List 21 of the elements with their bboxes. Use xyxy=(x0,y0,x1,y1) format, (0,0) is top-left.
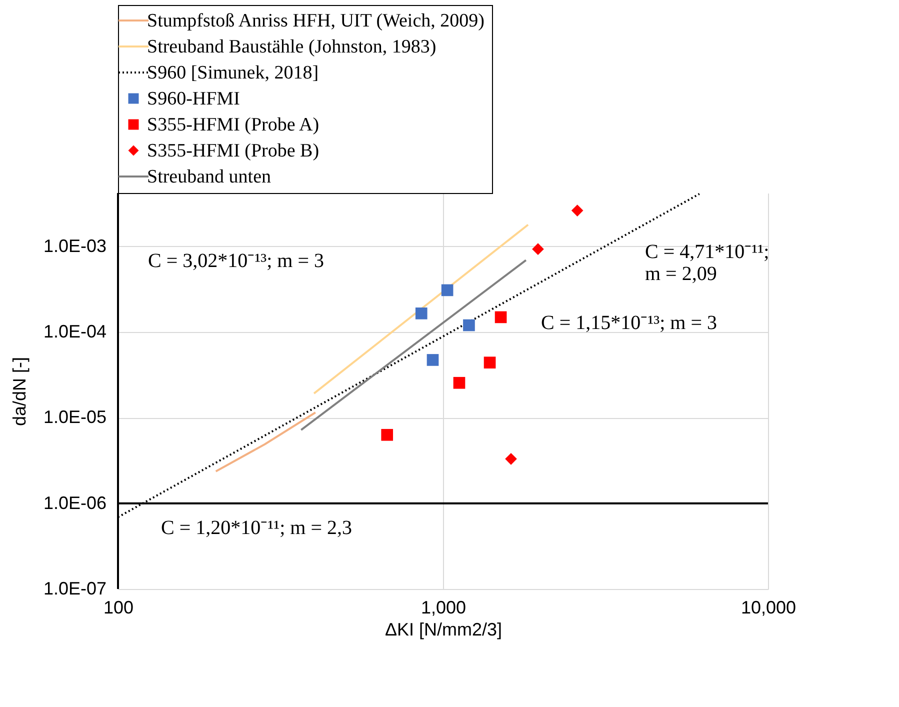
annotation: C = 1,15*10⁻¹³; m = 3 xyxy=(541,312,718,334)
y-tick-label: 1.0E-05 xyxy=(43,407,106,428)
annotation: C = 1,20*10⁻¹¹; m = 2,3 xyxy=(161,517,352,539)
annotation: C = 4,71*10⁻¹¹; m = 2,09 xyxy=(645,241,770,285)
x-axis-title: ΔKI [N/mm2/3] xyxy=(384,620,502,640)
x-tick-label: 1,000 xyxy=(420,598,466,618)
annotation: C = 3,02*10⁻¹³; m = 3 xyxy=(148,250,324,272)
y-axis-title: da/dN [-] xyxy=(9,356,30,426)
legend-label: Stumpfstoß Anriss HFH, UIT (Weich, 2009) xyxy=(147,10,484,32)
x-tick-label: 10,000 xyxy=(740,598,796,618)
y-tick-label: 1.0E-07 xyxy=(43,578,106,598)
legend-label: S355-HFMI (Probe B) xyxy=(147,140,320,162)
legend-label: S355-HFMI (Probe A) xyxy=(147,114,320,136)
y-tick-label: 1.0E-04 xyxy=(43,322,106,342)
legend-label: S960-HFMI xyxy=(147,88,240,110)
legend-label: S960 [Simunek, 2018] xyxy=(147,62,319,84)
x-tick-label: 100 xyxy=(103,598,134,618)
legend-label: Streuband unten xyxy=(147,166,272,188)
y-tick-label: 1.0E-03 xyxy=(43,236,106,256)
y-tick-label: 1.0E-06 xyxy=(43,492,106,513)
legend-label: Streuband Baustähle (Johnston, 1983) xyxy=(147,36,436,58)
